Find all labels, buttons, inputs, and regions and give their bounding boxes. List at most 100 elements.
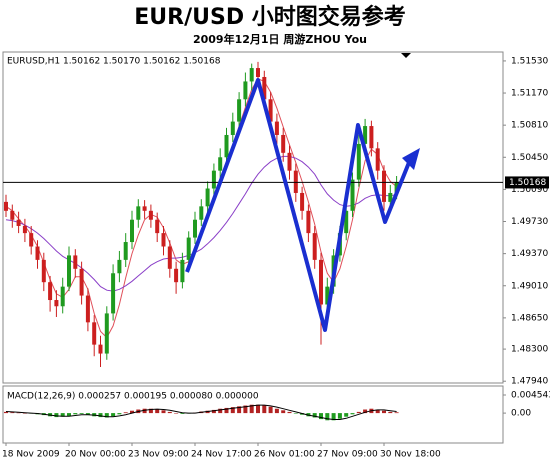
macd-bar: [104, 413, 109, 418]
y-tick-label: 1.49730: [511, 217, 548, 227]
macd-bar: [73, 413, 78, 415]
candle-body: [388, 192, 393, 202]
candle-body: [35, 246, 40, 260]
y-tick-label: 1.48300: [511, 345, 548, 355]
x-tick-label: 26 Nov 01:00: [254, 450, 315, 460]
macd-bar: [249, 404, 254, 414]
macd-bar: [174, 413, 179, 414]
x-tick-label: 27 Nov 09:00: [317, 450, 378, 460]
candle-body: [224, 134, 229, 158]
macd-signal: [5, 404, 397, 420]
candle-body: [211, 170, 216, 189]
candle-body: [79, 268, 84, 296]
candle-body: [312, 233, 317, 260]
macd-bar: [130, 410, 134, 414]
macd-bar: [331, 413, 336, 421]
y-tick-label: 1.49010: [511, 281, 548, 291]
candle-body: [98, 344, 103, 354]
macd-bar: [142, 408, 147, 414]
macd-bar: [375, 409, 380, 414]
candle-body: [130, 219, 134, 243]
candle-body: [300, 192, 305, 211]
candle-body: [155, 219, 160, 234]
last-price-box: [505, 176, 549, 189]
macd-bar: [67, 413, 71, 416]
y-tick-label: 1.49370: [511, 249, 548, 259]
candle-body: [111, 273, 116, 314]
candle-body: [148, 210, 153, 220]
macd-bar: [79, 413, 84, 414]
y-tick-label: 1.50810: [511, 121, 548, 131]
price-panel: [2, 51, 504, 384]
macd-bar: [218, 408, 223, 414]
candle-body: [104, 313, 109, 354]
moving-average: [5, 155, 397, 292]
candle-body: [4, 201, 8, 211]
last-price-label: 1.50168: [509, 178, 546, 188]
macd-bar: [167, 411, 172, 414]
shift-marker: [401, 53, 411, 58]
macd-panel: [2, 385, 504, 444]
macd-bar: [211, 409, 216, 414]
drawn-trend-line: [185, 78, 412, 332]
candle-body: [29, 233, 34, 247]
candle-body: [363, 126, 368, 144]
candle-body: [186, 237, 191, 260]
macd-bar: [256, 404, 260, 414]
candle-body: [199, 206, 204, 220]
y-tick-label: 1.51170: [511, 89, 548, 99]
macd-bar: [237, 406, 242, 414]
candle-body: [85, 295, 90, 323]
x-tick-label: 30 Nov 18:00: [380, 450, 441, 460]
candle-body: [243, 81, 248, 100]
macd-bar: [394, 412, 399, 414]
candle-body: [356, 143, 361, 180]
candle-body: [67, 255, 71, 287]
candle-body: [123, 242, 128, 260]
macd-bar: [319, 413, 323, 420]
candle-body: [54, 300, 59, 307]
macd-bar: [268, 406, 273, 414]
macd-bar: [262, 405, 267, 414]
candle-body: [48, 282, 53, 301]
macd-bar: [312, 413, 317, 418]
candle-body: [293, 170, 298, 193]
macd-bar: [325, 413, 330, 421]
macd-bar: [344, 413, 349, 417]
symbol-header: EURUSD,H1 1.50162 1.50170 1.50162 1.5016…: [7, 57, 221, 67]
chart-title: EUR/USD 小时图交易参考: [134, 4, 406, 30]
macd-bar: [16, 412, 21, 414]
macd-bar: [60, 413, 65, 417]
candle-body: [268, 99, 273, 122]
candle-body: [136, 206, 141, 220]
macd-bar: [287, 411, 292, 414]
candle-body: [193, 219, 197, 238]
macd-bar: [111, 413, 116, 417]
macd-bar: [337, 413, 342, 419]
macd-bar: [148, 408, 153, 414]
macd-bar: [350, 413, 355, 415]
macd-bar: [382, 410, 386, 414]
macd-bar: [123, 412, 128, 414]
candle-body: [16, 219, 21, 226]
candle-body: [73, 255, 78, 269]
y-tick-label: 1.47940: [511, 377, 548, 387]
candle-body: [375, 148, 380, 171]
macd-bar: [388, 411, 393, 414]
candle-body: [161, 233, 166, 247]
candle-body: [325, 286, 330, 305]
macd-bar: [243, 405, 248, 414]
candle-body: [60, 286, 65, 307]
candle-body: [306, 210, 311, 234]
candle-body: [92, 322, 97, 345]
candle-body: [287, 152, 292, 171]
candle-body: [344, 210, 349, 234]
candle-body: [369, 126, 374, 149]
candle-body: [281, 134, 286, 153]
macd-bar: [10, 412, 15, 414]
macd-y-tick-label: 0.00: [511, 409, 531, 419]
candle-body: [230, 121, 235, 135]
candle-body: [142, 206, 147, 211]
y-tick-label: 1.48650: [511, 313, 548, 323]
x-tick-label: 24 Nov 17:00: [191, 450, 252, 460]
